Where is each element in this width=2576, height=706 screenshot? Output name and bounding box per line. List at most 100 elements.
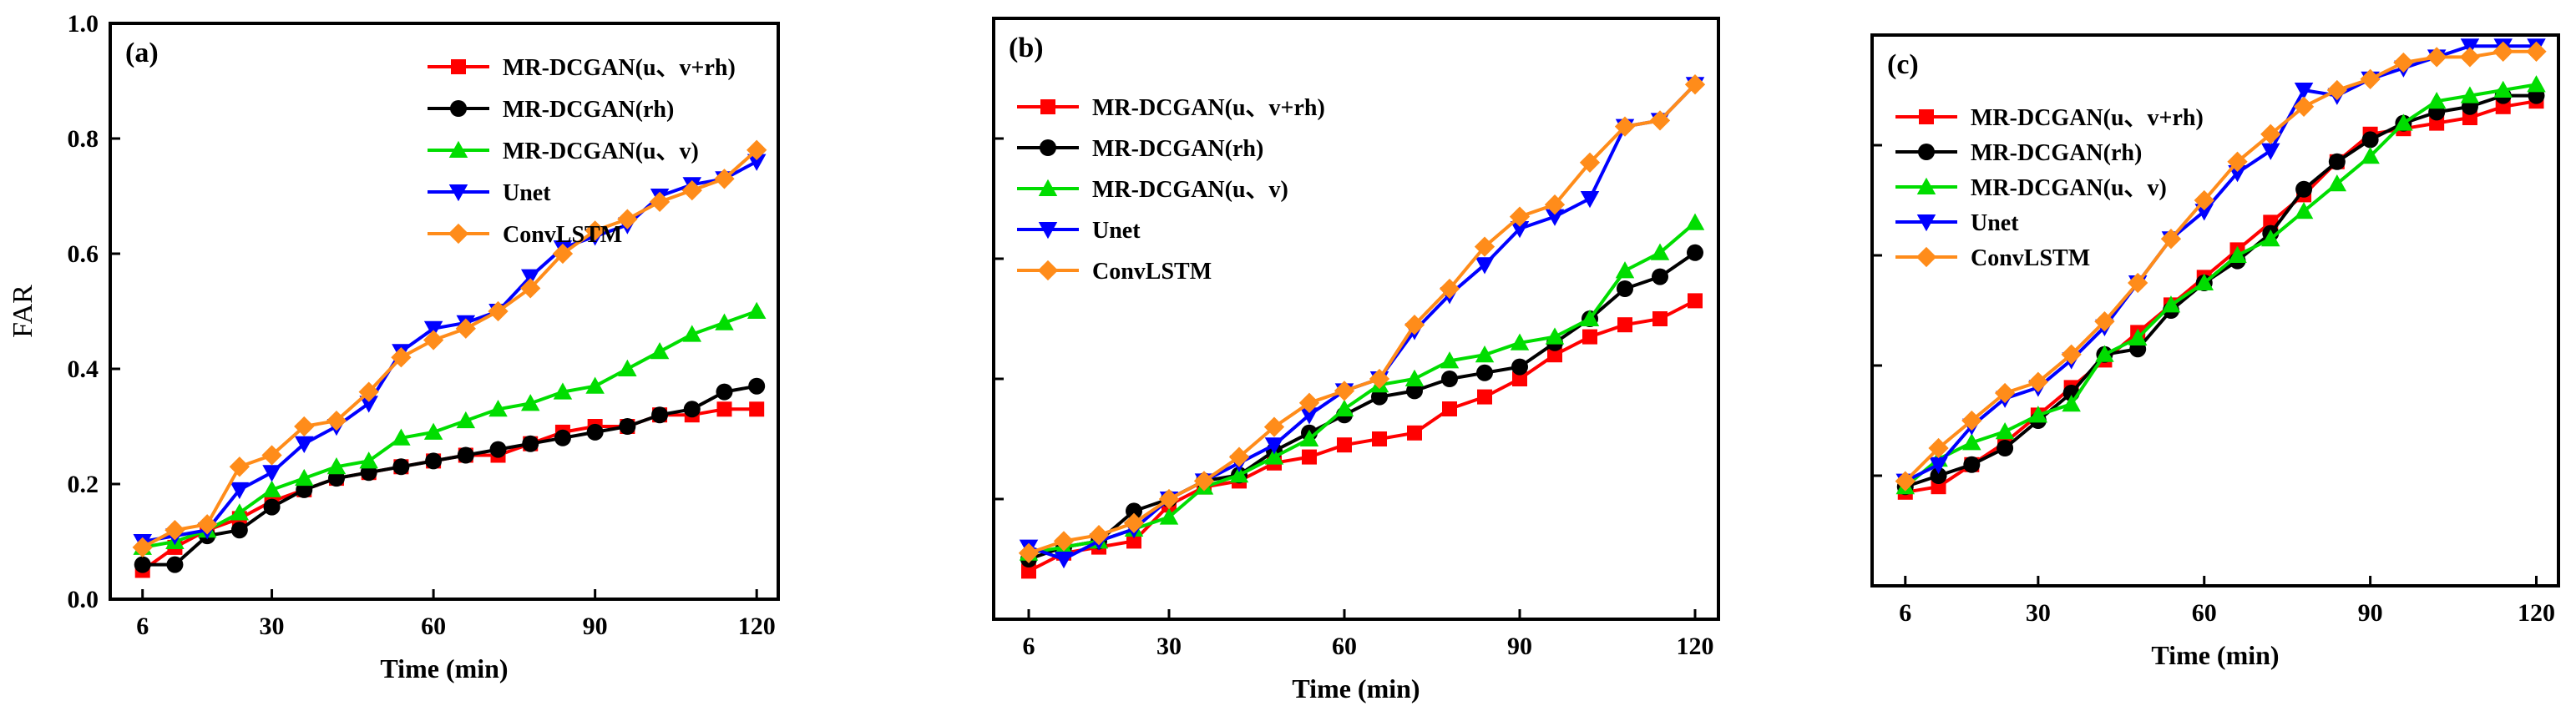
data-point xyxy=(554,429,571,446)
data-point xyxy=(262,465,281,482)
legend-swatch-marker xyxy=(1916,214,1936,232)
x-tick-label: 90 xyxy=(583,613,608,640)
data-point xyxy=(2492,41,2513,62)
data-point xyxy=(1928,437,1949,459)
data-point xyxy=(1404,369,1425,386)
data-point xyxy=(1994,382,2016,404)
legend-swatch-marker xyxy=(448,140,468,158)
data-point xyxy=(1652,311,1668,326)
data-point xyxy=(1687,244,1703,261)
data-point xyxy=(1582,329,1597,345)
legend-entry: Unet xyxy=(503,180,551,206)
panel-label: (b) xyxy=(1009,33,1044,63)
chart-panel-0: 0.0 0.2 0.4 0.6 0.8 1.0 6 30 60 90 120 Time (min) FA… xyxy=(8,10,780,683)
data-point xyxy=(1053,531,1075,552)
data-point xyxy=(522,435,539,452)
legend-entry: ConvLSTM xyxy=(1971,245,2090,271)
legend-entry: MR-DCGAN(rh) xyxy=(503,97,674,123)
legend-entry: MR-DCGAN(u、v+rh) xyxy=(503,55,736,81)
data-point xyxy=(1334,381,1355,401)
x-tick-label: 6 xyxy=(136,613,149,640)
x-tick-label: 6 xyxy=(1899,599,1911,627)
data-point xyxy=(1229,465,1249,483)
data-point xyxy=(520,394,540,411)
x-tick-label: 60 xyxy=(421,613,446,640)
data-point xyxy=(1442,401,1457,416)
plot-frame xyxy=(109,22,780,601)
legend-swatch-marker xyxy=(1040,139,1056,156)
data-point xyxy=(294,416,315,437)
data-point xyxy=(2128,272,2148,294)
data-point xyxy=(295,436,314,453)
data-point xyxy=(683,401,701,418)
data-point xyxy=(2294,83,2314,100)
data-point xyxy=(2261,143,2280,160)
x-tick-label: 30 xyxy=(2026,599,2051,627)
data-point xyxy=(295,468,314,487)
data-point xyxy=(425,452,443,470)
data-point xyxy=(358,381,379,402)
data-point xyxy=(1477,389,1492,405)
data-point xyxy=(423,320,443,338)
data-point xyxy=(2228,245,2247,263)
legend-swatch-marker xyxy=(1918,144,1935,160)
data-point xyxy=(1193,471,1215,492)
data-point xyxy=(261,445,282,466)
data-point xyxy=(1512,371,1527,386)
data-point xyxy=(650,342,670,360)
data-point xyxy=(1895,471,1916,492)
data-point xyxy=(2326,79,2347,101)
x-tick-label: 60 xyxy=(1332,633,1357,660)
data-point xyxy=(1474,236,1495,257)
chart-panel-2: 6 30 60 90 120 Time (min) (c) MR-DCGAN(u、v+rh) M… xyxy=(1870,33,2560,670)
data-point xyxy=(1617,317,1632,333)
data-point xyxy=(1510,221,1530,239)
data-point xyxy=(1617,280,1633,297)
data-point xyxy=(488,300,509,322)
data-point xyxy=(2028,406,2048,423)
data-point xyxy=(1407,425,1422,441)
data-point xyxy=(585,376,605,394)
data-point xyxy=(392,458,410,476)
data-point xyxy=(2261,229,2280,247)
data-point xyxy=(2095,345,2114,362)
x-tick-label: 90 xyxy=(1507,633,1532,660)
data-point xyxy=(1685,213,1705,230)
data-point xyxy=(359,451,378,469)
legend-swatch-marker xyxy=(1038,222,1058,240)
data-point xyxy=(2527,75,2546,93)
data-point xyxy=(748,377,766,395)
data-point xyxy=(553,382,573,400)
data-point xyxy=(1929,456,1948,475)
y-tick-label: 0.6 xyxy=(68,240,99,268)
legend-swatch-marker xyxy=(451,59,466,74)
data-point xyxy=(2361,131,2379,149)
data-point xyxy=(2493,80,2513,98)
x-axis-title: Time (min) xyxy=(1292,673,1420,703)
data-point xyxy=(2526,41,2547,62)
data-point xyxy=(132,537,153,558)
legend-swatch-marker xyxy=(1916,177,1936,194)
data-point xyxy=(1264,437,1284,455)
data-point xyxy=(552,243,574,265)
data-point xyxy=(2194,273,2214,290)
data-point xyxy=(520,278,541,299)
data-point xyxy=(230,482,250,500)
data-point xyxy=(715,313,734,330)
data-point xyxy=(1372,431,1387,446)
data-point xyxy=(1021,563,1036,579)
data-point xyxy=(2295,180,2313,198)
data-point xyxy=(1441,371,1458,387)
data-point xyxy=(716,383,733,401)
data-point xyxy=(1579,152,1601,173)
data-point xyxy=(1476,364,1493,381)
data-point xyxy=(164,520,185,541)
data-point xyxy=(1509,206,1531,227)
y-tick-label: 0.4 xyxy=(68,356,99,383)
data-point xyxy=(2328,153,2346,170)
data-point xyxy=(1264,447,1284,465)
data-point xyxy=(457,446,474,464)
data-point xyxy=(456,411,476,429)
panel-label: (c) xyxy=(1887,49,1919,80)
